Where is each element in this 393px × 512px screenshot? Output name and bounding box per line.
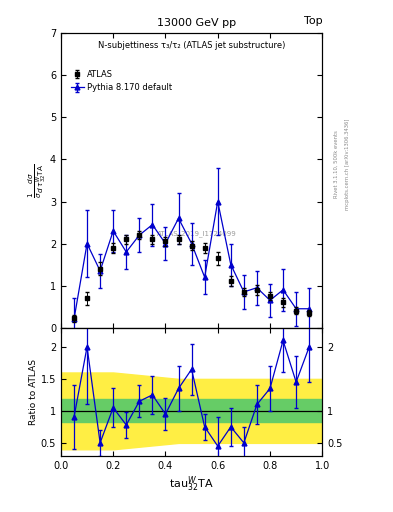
- Y-axis label: Ratio to ATLAS: Ratio to ATLAS: [29, 359, 38, 424]
- Text: Rivet 3.1.10, 500k events: Rivet 3.1.10, 500k events: [334, 130, 338, 198]
- Legend: ATLAS, Pythia 8.170 default: ATLAS, Pythia 8.170 default: [68, 67, 175, 96]
- Text: N-subjettiness τ₃/τ₂ (ATLAS jet substructure): N-subjettiness τ₃/τ₂ (ATLAS jet substruc…: [98, 40, 285, 50]
- X-axis label: tau$_{32}^{W}$TA: tau$_{32}^{W}$TA: [169, 475, 214, 494]
- Text: ATLAS_2019_I1724099: ATLAS_2019_I1724099: [157, 230, 237, 237]
- Text: 13000 GeV pp: 13000 GeV pp: [157, 18, 236, 28]
- Text: Top: Top: [304, 16, 322, 26]
- Y-axis label: $\frac{1}{\sigma}\frac{d\sigma}{d\,\tau_{32}^{W}\mathrm{TA}}$: $\frac{1}{\sigma}\frac{d\sigma}{d\,\tau_…: [27, 163, 48, 198]
- Text: mcplots.cern.ch [arXiv:1306.3436]: mcplots.cern.ch [arXiv:1306.3436]: [345, 118, 350, 209]
